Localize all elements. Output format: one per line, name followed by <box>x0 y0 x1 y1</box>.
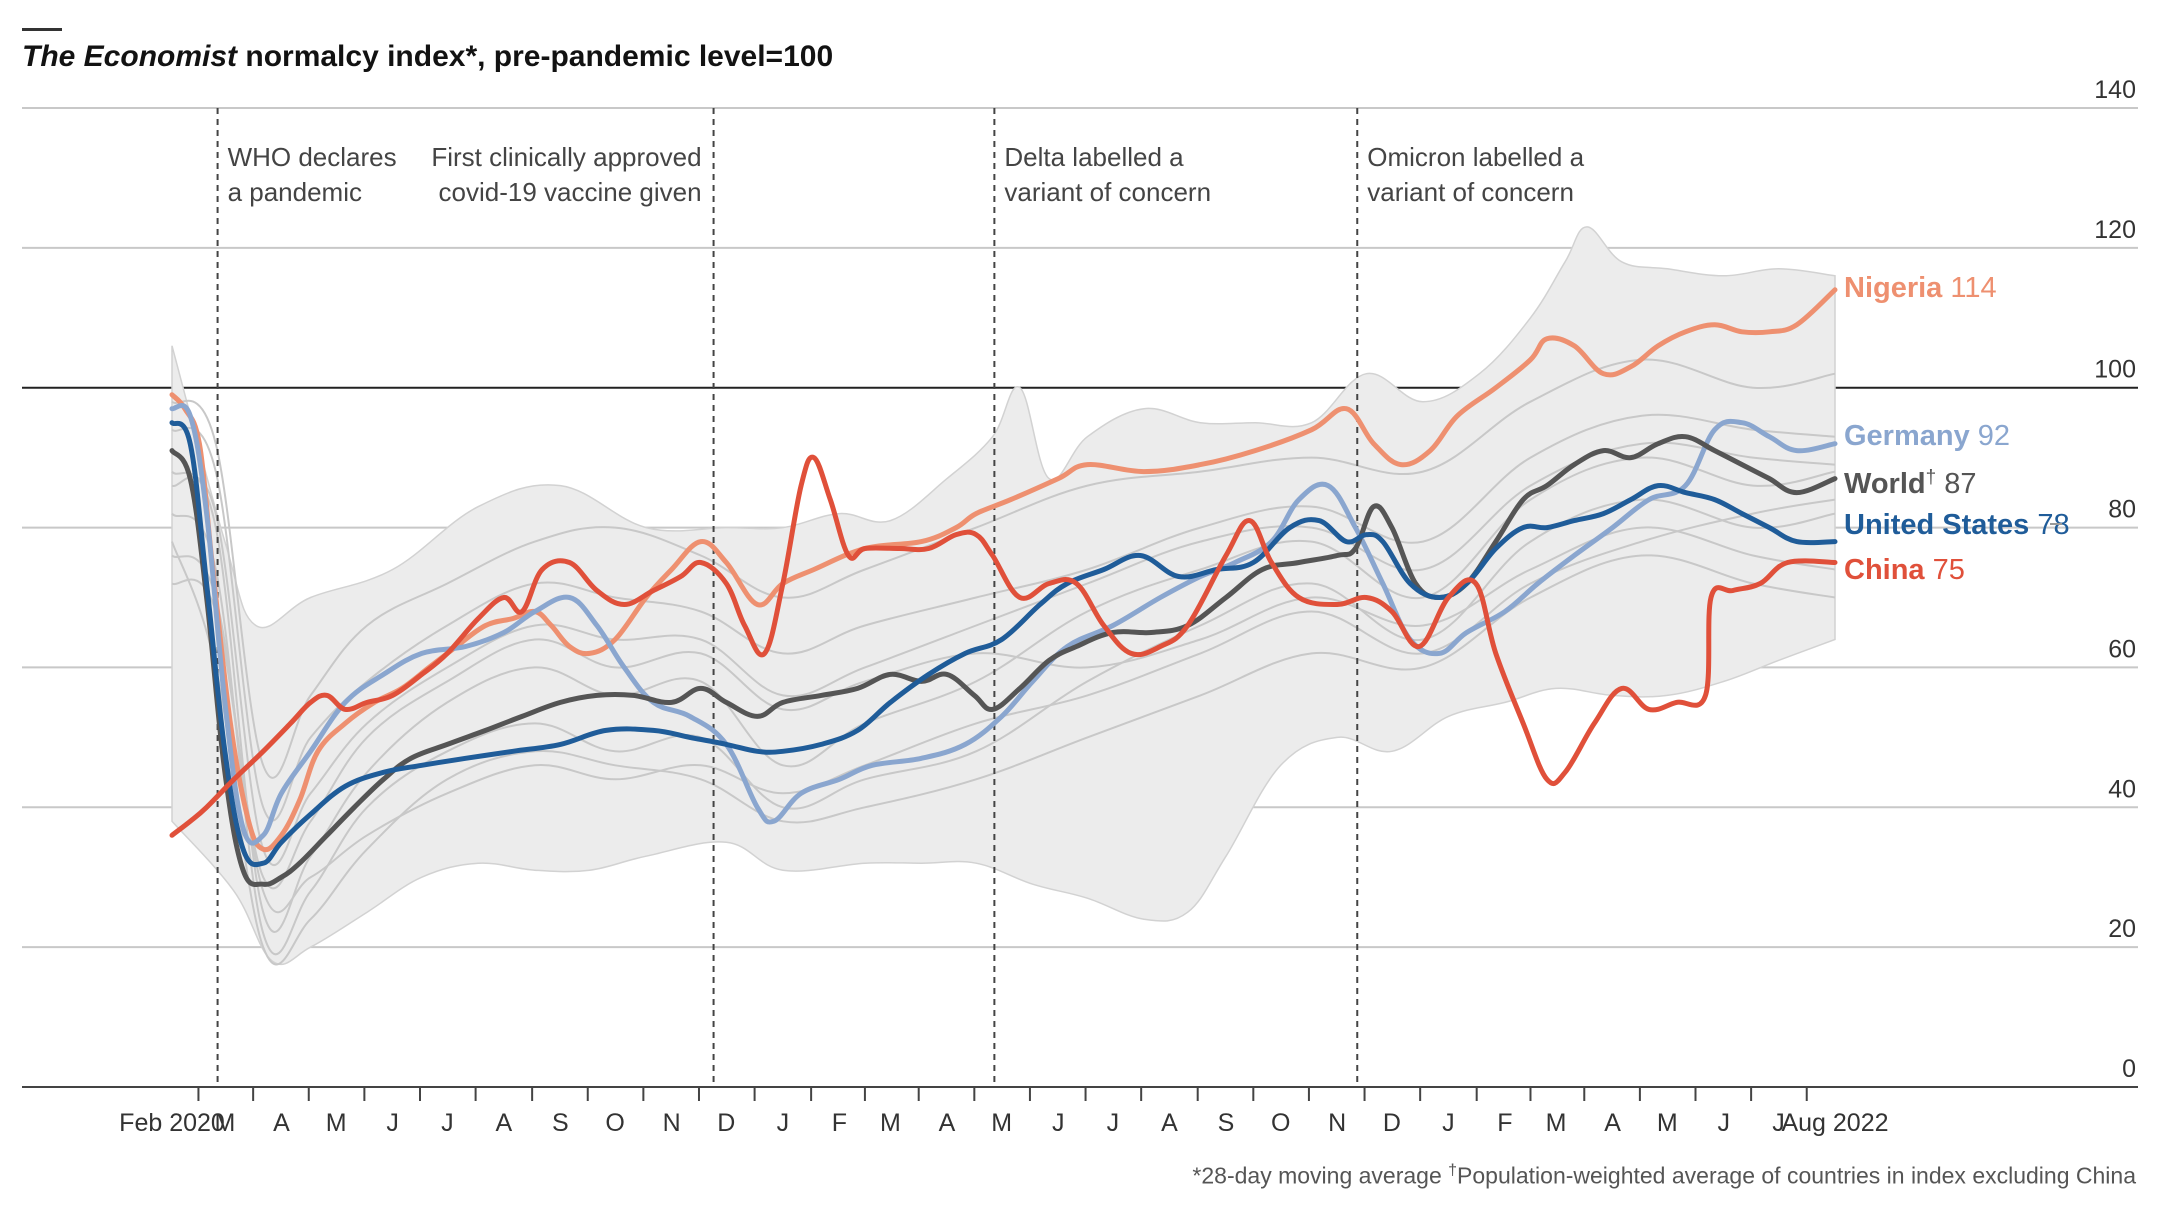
x-tick-label: M <box>326 1109 347 1137</box>
x-tick-label: M <box>991 1109 1012 1137</box>
y-tick-label: 20 <box>2108 915 2136 943</box>
footnote: *28-day moving average †Population-weigh… <box>1192 1162 2136 1190</box>
title-rule <box>22 28 62 31</box>
x-tick-label: J <box>1052 1109 1065 1137</box>
y-tick-label: 100 <box>2094 356 2136 384</box>
x-tick-label: D <box>717 1109 735 1137</box>
title-rest: normalcy index*, pre-pandemic level=100 <box>237 40 834 73</box>
country-line <box>171 498 1836 956</box>
x-tick-label: J <box>441 1109 454 1137</box>
series-label: World† 87 <box>1844 467 1977 500</box>
event-label: variant of concern <box>1004 177 1211 207</box>
x-tick-label: Aug 2022 <box>1781 1109 1888 1137</box>
x-tick-label: F <box>832 1109 847 1137</box>
x-tick-label: M <box>214 1109 235 1137</box>
country-line <box>171 456 1836 933</box>
y-tick-label: 120 <box>2094 216 2136 244</box>
event-label: First clinically approved <box>431 142 701 172</box>
series-label: China 75 <box>1844 554 1965 586</box>
country-range-band <box>171 226 1836 966</box>
y-tick-label: 60 <box>2108 635 2136 663</box>
footnote-part2: Population-weighted average of countries… <box>1457 1162 2136 1189</box>
event-label: Omicron labelled a <box>1367 142 1584 172</box>
y-tick-label: 0 <box>2122 1055 2136 1083</box>
series-labels: Nigeria 114 Germany 92 World† 87 United Sta… <box>1844 272 2070 586</box>
event-label: variant of concern <box>1367 177 1574 207</box>
country-line <box>171 413 1836 822</box>
y-tick-label: 40 <box>2108 775 2136 803</box>
x-tick-label: J <box>1107 1109 1120 1137</box>
x-tick-label: M <box>880 1109 901 1137</box>
x-tick-label: M <box>1546 1109 1567 1137</box>
x-tick-label: J <box>1442 1109 1455 1137</box>
footnote-part1: *28-day moving average <box>1192 1162 1449 1189</box>
country-line <box>171 441 1836 867</box>
x-tick-label: N <box>663 1109 681 1137</box>
y-tick-label: 140 <box>2094 76 2136 104</box>
x-tick-label: J <box>777 1109 790 1137</box>
series-line-china <box>169 454 1838 838</box>
series-label: United States 78 <box>1844 509 2070 541</box>
series-line-united-states <box>169 420 1838 868</box>
x-tick-label: D <box>1383 1109 1401 1137</box>
x-tick-label: O <box>1271 1109 1290 1137</box>
x-tick-label: S <box>1218 1109 1235 1137</box>
event-label: Delta labelled a <box>1004 142 1184 172</box>
event-markers: WHO declares a pandemic First clinically a… <box>216 108 1585 1087</box>
event-label: WHO declares <box>228 142 397 172</box>
chart-title: The Economist normalcy index*, pre-pande… <box>22 40 833 74</box>
title-italic: The Economist <box>22 40 238 73</box>
range-band <box>171 226 1836 966</box>
x-tick-label: A <box>1604 1109 1621 1137</box>
x-tick-label: J <box>386 1109 399 1137</box>
highlighted-series <box>169 287 1838 888</box>
footnote-dagger: † <box>1448 1162 1458 1179</box>
x-tick-label: S <box>552 1109 569 1137</box>
country-line <box>171 358 1836 779</box>
x-tick-label: A <box>496 1109 513 1137</box>
x-tick-label: A <box>1161 1109 1178 1137</box>
series-label: Germany 92 <box>1844 420 2010 452</box>
x-tick-label: J <box>1772 1109 1785 1137</box>
series-line-germany <box>169 403 1838 846</box>
event-label: covid-19 vaccine given <box>439 177 702 207</box>
x-tick-label: J <box>1718 1109 1731 1137</box>
series-line-nigeria <box>169 287 1838 853</box>
event-label: a pandemic <box>228 177 362 207</box>
series-line-world <box>169 433 1838 888</box>
country-line <box>171 526 1836 889</box>
x-tick-label: Feb 2020 <box>119 1109 225 1137</box>
x-tick-label: A <box>273 1109 290 1137</box>
x-tick-label: N <box>1328 1109 1346 1137</box>
x-tick-label: M <box>1657 1109 1678 1137</box>
x-tick-label: F <box>1497 1109 1512 1137</box>
x-tick-label: O <box>605 1109 624 1137</box>
series-label: Nigeria 114 <box>1844 272 1997 304</box>
y-tick-label: 80 <box>2108 496 2136 524</box>
x-tick-label: A <box>939 1109 956 1137</box>
